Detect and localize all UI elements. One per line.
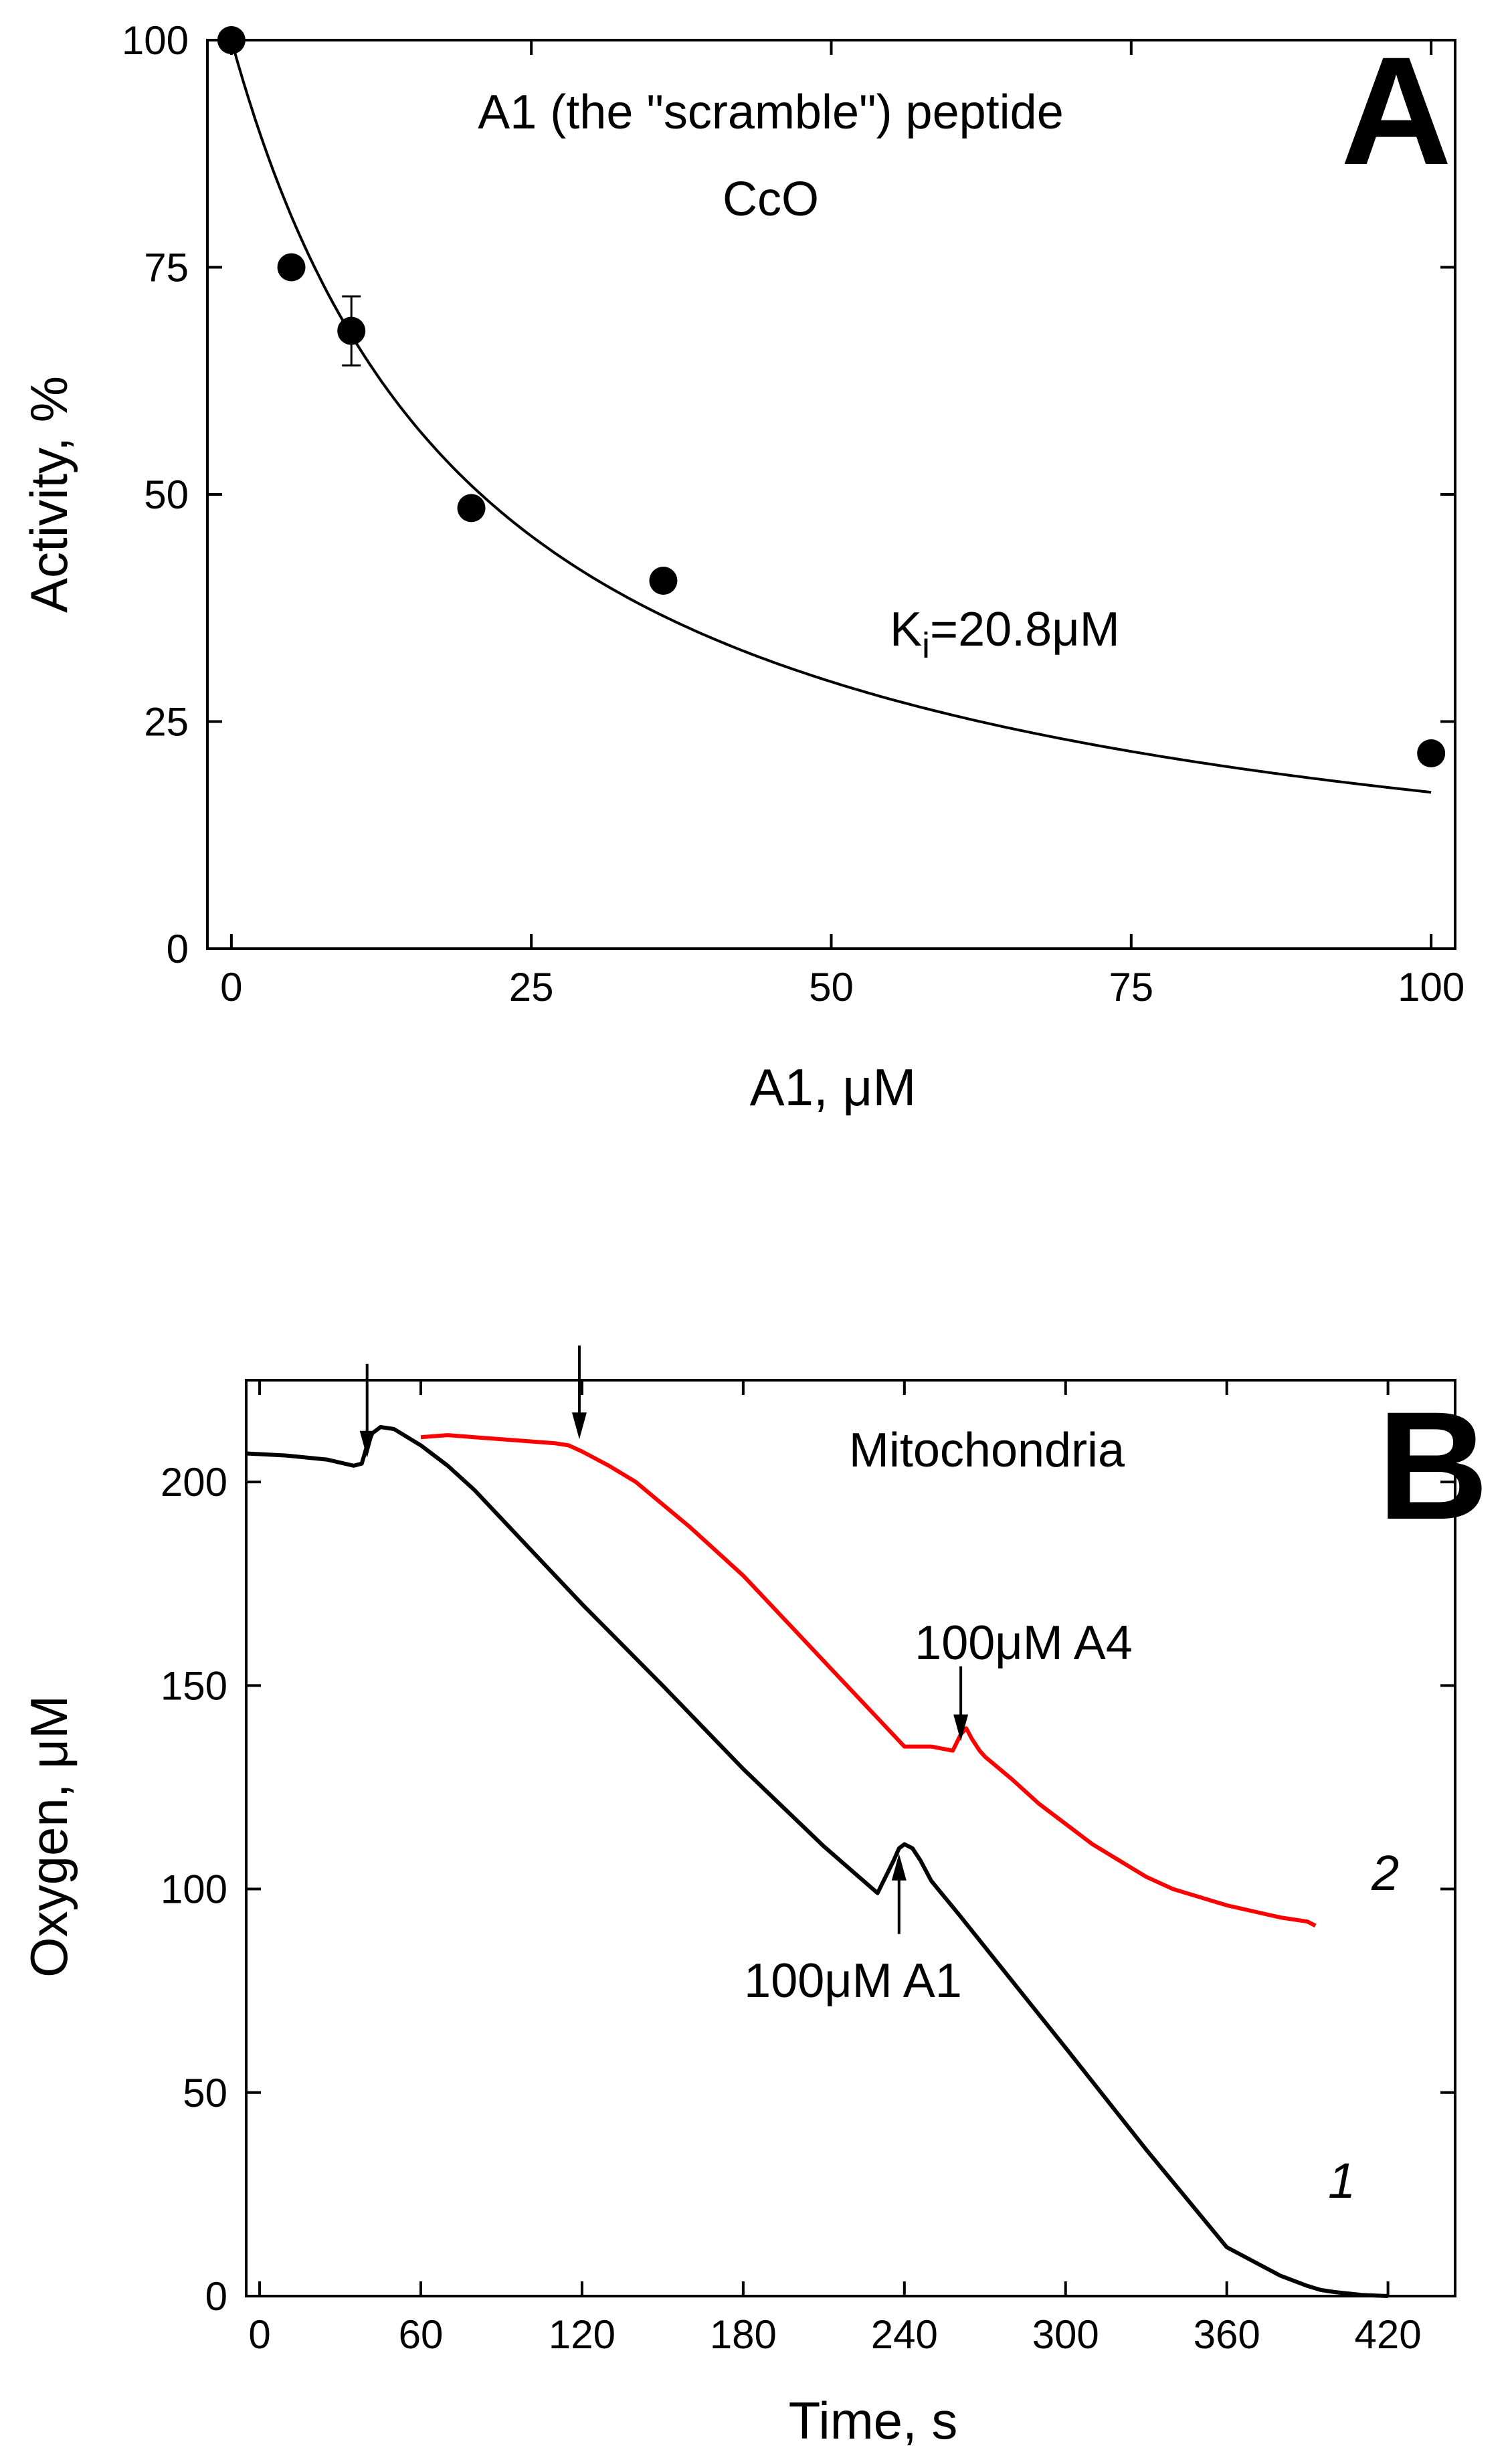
a-y-tick-label: 100: [122, 18, 189, 63]
arrow-a4-head: [953, 1714, 969, 1741]
ki-annotation: Ki=20.8μM: [890, 603, 1120, 666]
panel-a-x-axis-label: A1, μM: [750, 1058, 917, 1117]
a-x-tick-label: 50: [809, 965, 854, 1010]
data-point: [277, 253, 306, 282]
ki-value: =20.8μM: [930, 603, 1120, 656]
a-y-tick-label: 25: [144, 700, 189, 745]
panel-b: 0 60 120 180 240 300 360 420 0 50 100 150 200 Mitoch…: [19, 1345, 1489, 2450]
a-y-tick-label: 0: [167, 927, 189, 971]
panel-b-plot-frame: [245, 1379, 1456, 2297]
panel-a-plot-frame: [206, 39, 1456, 950]
panel-a-letter: A: [1341, 25, 1452, 197]
b-y-tick-label: 200: [161, 1460, 227, 1505]
ki-k: K: [890, 603, 922, 656]
ki-subscript: i: [922, 626, 930, 666]
data-point: [1417, 739, 1446, 768]
a-x-tick-label: 100: [1398, 965, 1464, 1010]
data-point: [649, 567, 678, 595]
data-point: [337, 316, 366, 345]
b-x-tick-label: 360: [1194, 2312, 1260, 2357]
b-x-tick-label: 120: [549, 2312, 616, 2357]
panel-b-y-axis-label: Oxygen, μM: [19, 1695, 78, 1978]
panel-a: 0 25 50 75 100 0 25 50 75 100 A1 (the "scramble")…: [19, 18, 1464, 1117]
arrow-addition-2-head: [571, 1412, 587, 1440]
panel-b-letter: B: [1378, 1380, 1489, 1551]
b-x-tick-label: 0: [248, 2312, 270, 2357]
b-x-tick-label: 420: [1355, 2312, 1422, 2357]
arrow-a1-head: [891, 1853, 907, 1881]
panel-b-ticks: 0 60 120 180 240 300 360 420 0 50 100 150 200: [161, 1380, 1455, 2357]
b-x-tick-label: 180: [710, 2312, 777, 2357]
panel-a-y-axis-label: Activity, %: [19, 376, 78, 613]
b-y-tick-label: 150: [161, 1663, 227, 1708]
b-y-tick-label: 100: [161, 1867, 227, 1912]
data-point: [457, 494, 486, 523]
panel-a-marks: [217, 26, 1446, 794]
panel-a-title: A1 (the "scramble") peptide: [478, 86, 1064, 139]
panel-a-subtitle: CcO: [723, 173, 819, 226]
curve-label-2: 2: [1371, 1845, 1399, 1901]
a-y-tick-label: 50: [144, 472, 189, 517]
b-x-tick-label: 300: [1032, 2312, 1099, 2357]
panel-b-x-axis-label: Time, s: [789, 2391, 958, 2450]
arrow-label-a4: 100μM A4: [915, 1616, 1133, 1670]
curve-label-1: 1: [1328, 2153, 1355, 2208]
panel-b-marks: [246, 1345, 1388, 2298]
a-x-tick-label: 75: [1109, 965, 1153, 1010]
a-x-tick-label: 25: [509, 965, 554, 1010]
panel-b-title: Mitochondria: [849, 1424, 1125, 1477]
a-y-tick-label: 75: [144, 246, 189, 290]
series-line-1: [246, 1425, 1388, 2298]
b-y-tick-label: 0: [205, 2274, 227, 2319]
fit-curve: [229, 39, 1432, 794]
panel-a-ticks: 0 25 50 75 100 0 25 50 75 100: [122, 18, 1464, 1010]
arrow-label-a1: 100μM A1: [744, 1954, 962, 2008]
series-line-2: [420, 1433, 1317, 1927]
b-x-tick-label: 60: [399, 2312, 444, 2357]
b-x-tick-label: 240: [871, 2312, 938, 2357]
a-x-tick-label: 0: [220, 965, 242, 1010]
b-y-tick-label: 50: [183, 2071, 227, 2115]
arrow-addition-1-head: [359, 1430, 375, 1458]
